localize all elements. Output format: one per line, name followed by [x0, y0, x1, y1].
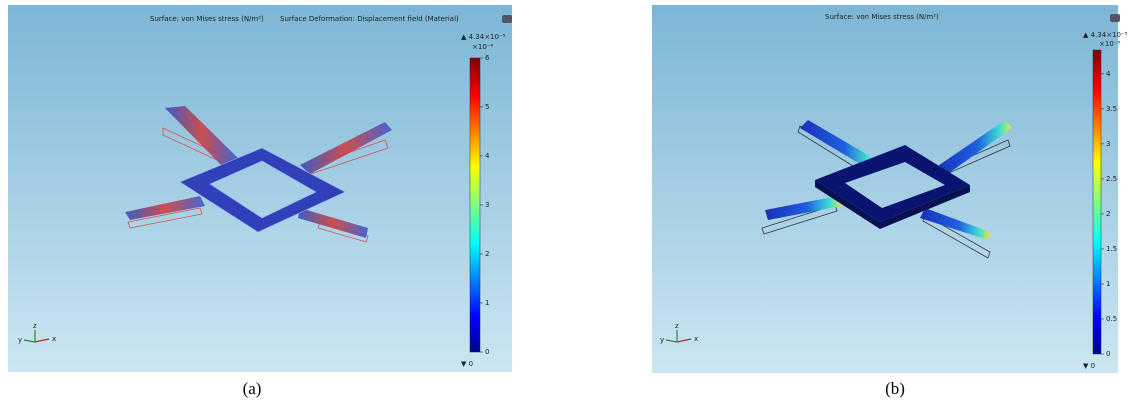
- panel-a: Surface: von Mises stress (N/m²) Surface…: [8, 5, 512, 398]
- colorbar-tick-label: 3: [1106, 140, 1110, 148]
- colorbar: [1093, 50, 1101, 354]
- plot-title: Surface: von Mises stress (N/m²): [150, 15, 264, 23]
- max-label: ▲ 4.34×10⁻⁵: [1083, 31, 1128, 39]
- panel-b: Surface: von Mises stress (N/m²) ▲ 4.34×…: [652, 5, 1128, 398]
- min-label: ▼ 0: [461, 360, 473, 368]
- colorbar-tick-label: 4: [485, 152, 490, 160]
- colorbar-tick-label: 6: [485, 54, 490, 62]
- plot-subtitle: Surface Deformation: Displacement field …: [280, 15, 459, 23]
- scale-label: ×10⁻⁵: [1099, 40, 1120, 48]
- colorbar-tick-label: 5: [485, 103, 489, 111]
- min-label: ▼ 0: [1083, 362, 1095, 370]
- max-label: ▲ 4.34×10⁻⁵: [461, 33, 506, 41]
- figure: Surface: von Mises stress (N/m²) Surface…: [0, 0, 1130, 403]
- colorbar-tick-label: 1.5: [1106, 245, 1117, 253]
- colorbar-tick-label: 0: [485, 348, 489, 356]
- colorbar-tick-label: 2: [485, 250, 489, 258]
- colorbar-tick-label: 3: [485, 201, 489, 209]
- colorbar: [470, 58, 480, 352]
- colorbar-tick-label: 2.5: [1106, 175, 1117, 183]
- axis-label: z: [33, 322, 37, 330]
- colorbar-tick-label: 3.5: [1106, 105, 1117, 113]
- viewport: [652, 5, 1118, 373]
- axis-label: y: [660, 336, 664, 344]
- colorbar-tick-label: 2: [1106, 210, 1110, 218]
- plot-title: Surface: von Mises stress (N/m²): [825, 13, 939, 21]
- axis-label: z: [675, 322, 679, 330]
- colorbar-tick-label: 1: [1106, 280, 1110, 288]
- caption: (a): [243, 379, 262, 398]
- axis-label: y: [18, 336, 22, 344]
- colorbar-tick-label: 0.5: [1106, 315, 1117, 323]
- viewport: [8, 5, 512, 372]
- colorbar-tick-label: 1: [485, 299, 489, 307]
- scale-label: ×10⁻⁶: [472, 43, 493, 51]
- axis-label: x: [694, 335, 698, 343]
- axis-label: x: [52, 335, 56, 343]
- colorbar-tick-label: 0: [1106, 350, 1110, 358]
- toolbar-icon[interactable]: [502, 15, 512, 23]
- toolbar-icon[interactable]: [1110, 14, 1120, 22]
- caption: (b): [885, 379, 905, 398]
- colorbar-tick-label: 4: [1106, 70, 1111, 78]
